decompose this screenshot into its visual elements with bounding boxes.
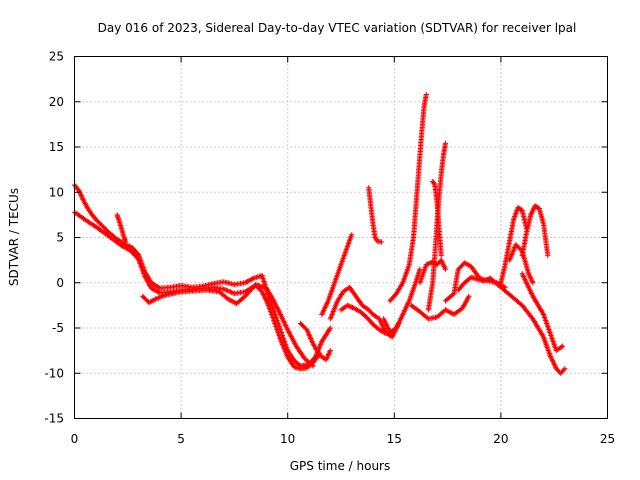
series-21 [519, 271, 566, 354]
series-markers [366, 185, 385, 245]
series-markers [387, 91, 429, 304]
series-16 [455, 274, 493, 293]
x-tick-label: 0 [71, 432, 79, 446]
series-20 [487, 275, 568, 376]
series-2 [140, 282, 316, 369]
series-6 [327, 284, 402, 340]
series-4 [297, 320, 333, 363]
y-tick-label: 10 [49, 185, 64, 199]
series-8 [366, 185, 385, 245]
series-9 [387, 91, 429, 304]
series-markers [498, 205, 530, 286]
series-markers [297, 320, 333, 363]
series-markers [319, 232, 355, 317]
x-tick-label: 25 [600, 432, 615, 446]
series-markers [430, 178, 444, 259]
y-tick-label: 0 [56, 276, 64, 290]
series-13 [430, 178, 444, 259]
y-tick-label: -10 [44, 366, 64, 380]
x-axis-label: GPS time / hours [290, 459, 391, 473]
y-tick-label: 15 [49, 140, 64, 154]
series-19 [506, 242, 536, 286]
x-tick-label: 10 [280, 432, 295, 446]
y-tick-label: 20 [49, 95, 64, 109]
series-markers [506, 242, 536, 286]
series-17 [498, 205, 530, 286]
series-3 [114, 212, 129, 245]
series-markers [140, 282, 316, 369]
x-tick-label: 5 [177, 432, 185, 446]
series-markers [408, 293, 472, 322]
series-markers [327, 284, 402, 340]
ticks: 0 5 10 15 20 25 -15 -10 -5 0 5 10 15 20 25 [44, 50, 615, 447]
grid [74, 56, 608, 419]
y-tick-label: -5 [52, 321, 64, 335]
y-axis-label: SDTVAR / TECUs [7, 188, 21, 286]
series-markers [381, 266, 423, 336]
x-tick-label: 15 [387, 432, 402, 446]
series-markers [338, 302, 389, 336]
series-markers [487, 275, 568, 376]
series-10 [381, 266, 423, 336]
series-markers [519, 271, 566, 354]
y-tick-label: -15 [44, 412, 64, 426]
x-tick-label: 20 [493, 432, 508, 446]
series-5 [319, 232, 355, 317]
series-14 [408, 293, 472, 322]
series-markers [114, 212, 129, 245]
series-7 [338, 302, 389, 336]
chart-title: Day 016 of 2023, Sidereal Day-to-day VTE… [98, 21, 577, 35]
y-tick-label: 5 [56, 231, 64, 245]
y-tick-label: 25 [49, 50, 64, 64]
series-markers [455, 274, 493, 293]
